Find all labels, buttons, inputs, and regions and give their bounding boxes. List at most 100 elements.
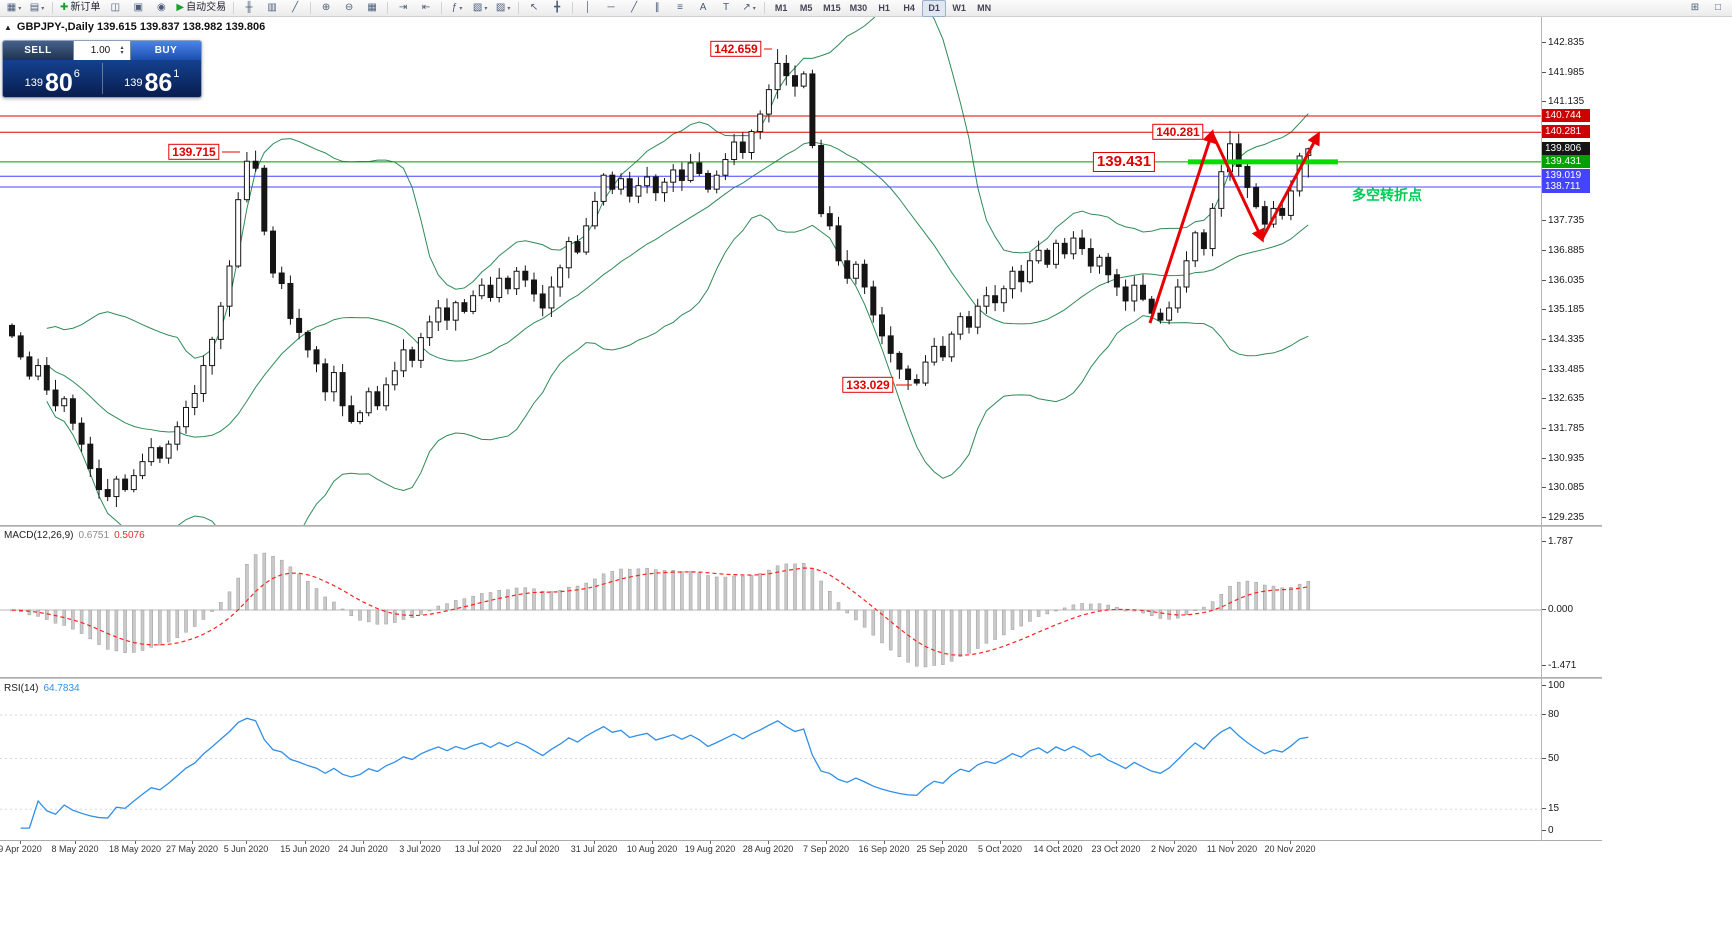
vertical-line-button[interactable]: │: [577, 0, 599, 17]
tile-windows-button[interactable]: ▦: [361, 0, 383, 17]
rsi-axis-label: 80: [1541, 709, 1560, 720]
profiles-icon: ▤: [29, 2, 40, 13]
time-axis-tick: [768, 841, 769, 844]
toolbar-separator: [233, 2, 235, 14]
trend-arrow[interactable]: [1210, 132, 1265, 243]
volume-input[interactable]: [80, 44, 121, 57]
trendline-button[interactable]: ╱: [623, 0, 645, 17]
indicators-button[interactable]: ƒ ▾: [446, 0, 468, 17]
auto-scroll-button[interactable]: ⇥: [392, 0, 414, 17]
periods-button[interactable]: ▧ ▾: [469, 0, 491, 17]
new-chart-button[interactable]: ▦ ▾: [3, 0, 25, 17]
rsi-axis-label: 0: [1542, 825, 1554, 836]
crosshair-button[interactable]: ╋: [546, 0, 568, 17]
macd-name: MACD(12,26,9): [4, 530, 74, 541]
one-click-collapse-icon[interactable]: ▲: [4, 22, 12, 32]
market-watch-button[interactable]: ▣: [127, 0, 149, 17]
time-axis-label: 20 Nov 2020: [1264, 844, 1316, 854]
timeframe-m30-button[interactable]: M30: [849, 3, 868, 13]
buy-price-sup: 1: [173, 68, 180, 80]
macd-main-value: 0.6751: [78, 530, 110, 541]
bar-chart-mode-button[interactable]: ╫: [238, 0, 260, 17]
candle-chart-mode-button[interactable]: ▥: [261, 0, 283, 17]
time-axis-tick: [305, 841, 306, 844]
timeframe-h1-button[interactable]: H1: [878, 3, 890, 13]
panel-splitter[interactable]: [0, 677, 1602, 679]
timeframe-m15-button[interactable]: M15: [823, 3, 841, 13]
chart-windows-button[interactable]: ◫: [104, 0, 126, 17]
horizontal-line-button[interactable]: ─: [600, 0, 622, 17]
time-axis-tick: [1000, 841, 1001, 844]
rsi-axis-label: 50: [1541, 752, 1560, 764]
time-axis-tick: [594, 841, 595, 844]
timeframe-d1-button[interactable]: D1: [922, 0, 947, 17]
new-chart-icon: ▦: [6, 2, 17, 13]
market-watch-icon: ▣: [133, 2, 144, 13]
zoom-out-button[interactable]: ⊖: [338, 0, 360, 17]
zoom-in-button[interactable]: ⊕: [315, 0, 337, 17]
profiles-button[interactable]: ▤ ▾: [26, 0, 48, 17]
chart-note-text[interactable]: 多空转折点: [1352, 187, 1422, 203]
macd-canvas[interactable]: [0, 527, 1541, 677]
tile-windows-icon: ▦: [367, 2, 377, 13]
price-axis-marker: 139.019: [1542, 169, 1590, 183]
text-button[interactable]: A: [692, 0, 714, 17]
timeframe-mn-button[interactable]: MN: [977, 3, 992, 13]
new-order-button[interactable]: ✚ 新订单: [57, 0, 103, 17]
time-axis-tick: [135, 841, 136, 844]
price-axis-marker: 140.281: [1542, 125, 1590, 139]
arrows-tool-button[interactable]: ↗ ▾: [738, 0, 760, 17]
price-axis-marker: 139.431: [1542, 154, 1590, 168]
time-axis-label: 5 Oct 2020: [977, 844, 1023, 854]
window-layout-icon: ⊞: [1690, 2, 1700, 13]
volume-increase-button[interactable]: ▴: [120, 44, 124, 51]
line-chart-mode-button[interactable]: ╱: [284, 0, 306, 17]
arrows-tool-icon: ↗: [742, 2, 751, 13]
timeframe-m1-button[interactable]: M1: [774, 3, 788, 13]
timeframe-w1-button[interactable]: W1: [952, 3, 966, 13]
one-click-trading-panel: SELL ▴ ▾ BUY 139 80 6 139: [2, 40, 202, 98]
price-chart-canvas[interactable]: 多空转折点: [0, 17, 1541, 525]
fullscreen-button[interactable]: □: [1707, 0, 1729, 17]
text-label-button[interactable]: T: [715, 0, 737, 17]
time-axis[interactable]: 9 Apr 2020 8 May 2020 18 May 2020 27 May 20…: [0, 841, 1602, 859]
chart-shift-button[interactable]: ⇤: [415, 0, 437, 17]
rsi-canvas[interactable]: [0, 679, 1541, 838]
cursor-button[interactable]: ↖: [523, 0, 545, 17]
time-axis-label: 2 Nov 2020: [1150, 844, 1198, 854]
timeframe-h4-button[interactable]: H4: [903, 3, 915, 13]
bar-chart-mode-icon: ╫: [245, 2, 253, 13]
indicators-icon: ƒ: [451, 2, 458, 13]
templates-button[interactable]: ▨ ▾: [492, 0, 514, 17]
bollinger-bands: [46, 17, 1309, 525]
price-axis[interactable]: 142.835 141.985 141.135 137.735 136.885 136.0…: [1541, 0, 1622, 860]
fibonacci-button[interactable]: ≡: [669, 0, 691, 17]
macd-axis: 1.787 0.000 -1.471: [1541, 0, 1622, 860]
price-axis-label: 136.035: [1541, 274, 1585, 286]
window-layout-button[interactable]: ⊞: [1684, 0, 1706, 17]
buy-button[interactable]: BUY: [131, 41, 201, 60]
time-axis-tick: [20, 841, 21, 844]
chart-windows-icon: ◫: [110, 2, 121, 13]
price-axis-label: 130.935: [1541, 452, 1585, 464]
price-axis-label: 136.885: [1541, 244, 1585, 256]
sell-button[interactable]: SELL: [3, 41, 73, 60]
buy-price-big: 86: [144, 68, 173, 97]
dropdown-caret-icon: ▾: [752, 5, 756, 12]
navigator-button[interactable]: ◉: [150, 0, 172, 17]
time-axis-label: 14 Oct 2020: [1033, 844, 1083, 854]
chart-ohlc-header: ▲ GBPJPY-,Daily 139.615 139.837 138.982 …: [4, 21, 265, 33]
equidistant-channel-button[interactable]: ∥: [646, 0, 668, 17]
sell-price-display[interactable]: 139 80 6: [3, 60, 102, 97]
trend-arrow[interactable]: [1148, 129, 1216, 324]
volume-decrease-button[interactable]: ▾: [120, 49, 124, 56]
auto-trading-button[interactable]: ▶ 自动交易: [173, 0, 229, 17]
time-axis-label: 23 Oct 2020: [1091, 844, 1141, 854]
buy-price-display[interactable]: 139 86 1: [103, 60, 202, 97]
rsi-line: [20, 717, 1309, 829]
timeframe-m5-button[interactable]: M5: [799, 3, 813, 13]
trend-arrow[interactable]: [1260, 131, 1320, 240]
panel-splitter[interactable]: [0, 525, 1602, 527]
cursor-icon: ↖: [529, 2, 539, 13]
